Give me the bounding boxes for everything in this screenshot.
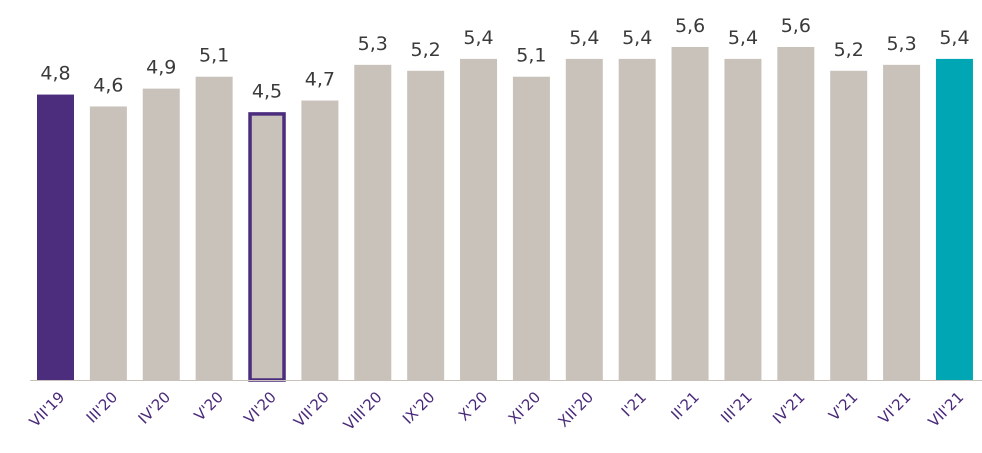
bar-XII'20	[565, 58, 603, 381]
value-label-VII'21: 5,4	[939, 27, 969, 49]
x-tick-label-VII'21: VII'21	[925, 388, 968, 431]
value-label-IX'20: 5,2	[411, 39, 441, 61]
x-tick-label-II'21: II'21	[667, 388, 702, 423]
bar-VI'21	[883, 64, 921, 380]
value-label-VIII'20: 5,3	[358, 33, 388, 55]
x-tick-label-I'21: I'21	[618, 388, 650, 420]
x-tick-label-IV'21: IV'21	[769, 388, 809, 428]
value-label-XII'20: 5,4	[569, 27, 599, 49]
value-label-V'21: 5,2	[834, 39, 864, 61]
x-tick-label-VIII'20: VIII'20	[340, 388, 386, 434]
value-labels-group: 4,8 4,6 4,9 5,1 4,5 4,7 5,3 5,2 5,4 5,1 5,4 5,4 5,6 5…	[40, 15, 969, 102]
bar-IV'21	[777, 47, 815, 380]
x-tick-label-III'21: III'21	[717, 388, 756, 427]
x-tick-label-X'20: X'20	[455, 388, 491, 424]
value-label-VI'21: 5,3	[886, 33, 916, 55]
bar-V'20	[195, 76, 233, 380]
bar-VII'20	[301, 100, 339, 381]
value-label-I'21: 5,4	[622, 27, 652, 49]
x-tick-label-IX'20: IX'20	[399, 388, 439, 428]
bar-III'20	[89, 106, 127, 380]
value-label-VII'19: 4,8	[40, 63, 70, 85]
value-label-V'20: 5,1	[199, 45, 229, 67]
value-label-VII'20: 4,7	[305, 69, 335, 91]
value-label-III'21: 5,4	[728, 27, 758, 49]
value-label-II'21: 5,6	[675, 15, 705, 37]
bar-IV'20	[142, 88, 180, 380]
x-tick-label-VII'20: VII'20	[290, 388, 333, 431]
x-tick-label-V'20: V'20	[191, 388, 227, 424]
bar-XI'20	[512, 76, 550, 380]
x-tick-labels-group: VII'19 III'20 IV'20 V'20 VI'20 VII'20 VIII'20 I…	[26, 388, 968, 434]
value-label-IV'21: 5,6	[781, 15, 811, 37]
bar-III'21	[724, 58, 762, 381]
bar-IX'20	[407, 70, 445, 381]
value-label-XI'20: 5,1	[516, 45, 546, 67]
bar-VII'19	[37, 94, 74, 381]
bar-II'21	[671, 47, 709, 380]
bar-VIII'20	[354, 64, 392, 380]
x-tick-label-VII'19: VII'19	[26, 388, 69, 431]
bars-group	[37, 47, 973, 382]
x-tick-label-XII'20: XII'20	[554, 388, 597, 431]
value-label-IV'20: 4,9	[146, 57, 176, 79]
bar-VII'21	[935, 58, 973, 381]
x-tick-label-VI'21: VI'21	[875, 388, 915, 428]
x-tick-label-XI'20: XI'20	[505, 388, 545, 428]
value-label-VI'20: 4,5	[252, 80, 282, 102]
x-tick-label-III'20: III'20	[83, 388, 122, 427]
bar-X'20	[460, 58, 498, 381]
value-label-X'20: 5,4	[463, 27, 493, 49]
bar-V'21	[830, 70, 868, 381]
x-tick-label-IV'20: IV'20	[135, 388, 175, 428]
value-label-III'20: 4,6	[93, 74, 123, 96]
x-tick-label-VI'20: VI'20	[240, 388, 280, 428]
x-tick-label-V'21: V'21	[825, 388, 861, 424]
bar-VI'20	[248, 112, 286, 382]
bar-I'21	[618, 58, 656, 381]
